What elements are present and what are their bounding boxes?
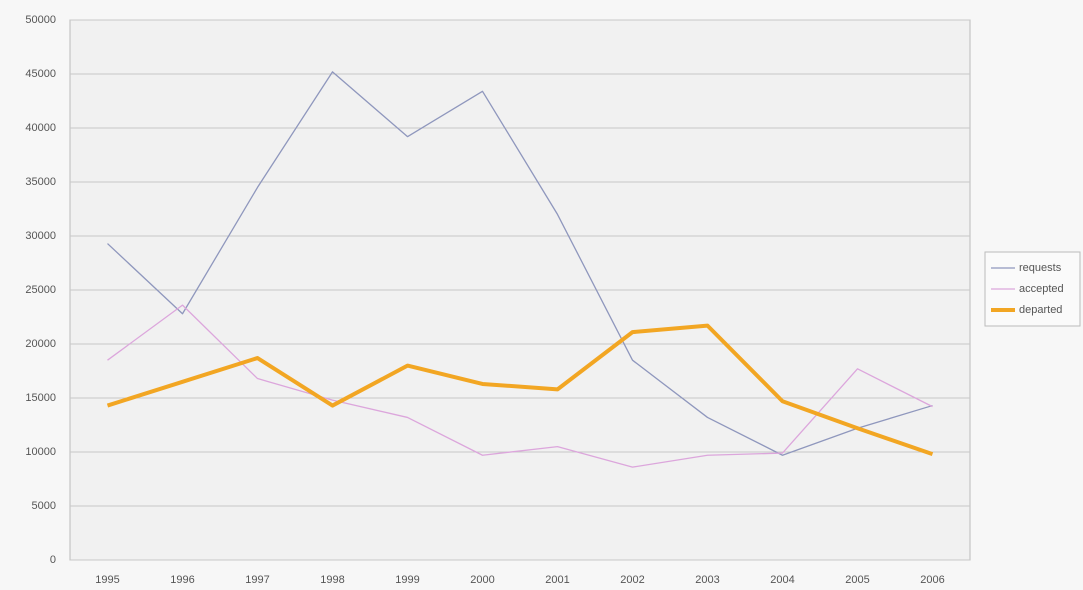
y-tick-label: 45000 — [25, 68, 56, 80]
x-tick-label: 1997 — [245, 574, 269, 586]
y-tick-label: 20000 — [25, 338, 56, 350]
x-tick-label: 2003 — [695, 574, 719, 586]
x-tick-label: 2005 — [845, 574, 869, 586]
legend-label: departed — [1019, 304, 1062, 316]
legend-label: requests — [1019, 262, 1062, 274]
y-tick-label: 5000 — [32, 500, 56, 512]
series-line — [106, 323, 934, 457]
x-tick-label: 1999 — [395, 574, 419, 586]
legend-label: accepted — [1019, 283, 1064, 295]
x-tick-label: 2001 — [545, 574, 569, 586]
y-tick-label: 15000 — [25, 392, 56, 404]
y-tick-label: 0 — [50, 554, 56, 566]
x-tick-label: 2004 — [770, 574, 794, 586]
x-tick-label: 1998 — [320, 574, 344, 586]
x-tick-label: 1995 — [95, 574, 119, 586]
y-tick-label: 35000 — [25, 176, 56, 188]
series-line — [107, 304, 933, 468]
y-tick-label: 30000 — [25, 230, 56, 242]
x-tick-label: 2006 — [920, 574, 944, 586]
x-tick-label: 1996 — [170, 574, 194, 586]
x-tick-label: 2000 — [470, 574, 494, 586]
y-tick-label: 40000 — [25, 122, 56, 134]
y-tick-label: 10000 — [25, 446, 56, 458]
x-tick-label: 2002 — [620, 574, 644, 586]
y-tick-label: 25000 — [25, 284, 56, 296]
series-line — [107, 71, 933, 456]
y-tick-label: 50000 — [25, 14, 56, 26]
